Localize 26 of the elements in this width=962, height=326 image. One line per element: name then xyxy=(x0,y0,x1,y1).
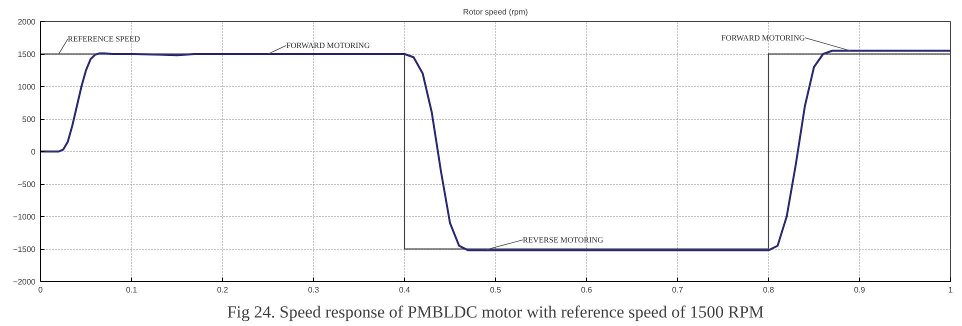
x-tick-label: 0.2 xyxy=(216,286,229,294)
x-tick-label: 0 xyxy=(38,286,44,294)
y-tick-label: 500 xyxy=(22,115,36,124)
y-tick-label: −500 xyxy=(17,180,36,189)
annotation: FORWARD MOTORING xyxy=(721,33,806,42)
y-tick-label: 0 xyxy=(31,148,36,156)
y-tick-label: 1000 xyxy=(18,82,36,92)
x-tick-label: 0.6 xyxy=(580,286,593,294)
x-tick-label: 1 xyxy=(948,286,954,294)
y-tick-label: −1000 xyxy=(13,212,36,222)
x-tick-label: 0.5 xyxy=(490,286,502,294)
y-tick-label: 1500 xyxy=(18,50,36,59)
x-tick-label: 0.4 xyxy=(398,286,411,294)
annotation: FORWARD MOTORING xyxy=(286,41,370,50)
y-tick-label: 2000 xyxy=(18,18,36,26)
annotation: REVERSE MOTORING xyxy=(522,235,604,244)
x-tick-label: 0.8 xyxy=(762,286,775,294)
x-tick-label: 0.1 xyxy=(126,286,138,294)
x-tick-label: 0.9 xyxy=(854,286,866,294)
caption: Fig 24. Speed response of PMBLDC motor with reference speed of 1500 RPM xyxy=(227,302,764,322)
x-tick-label: 0.7 xyxy=(672,286,684,294)
chart-title: Rotor speed (rpm) xyxy=(463,8,528,16)
x-tick-label: 0.3 xyxy=(308,286,320,294)
y-tick-label: −2000 xyxy=(13,278,36,286)
annotation: REFERENCE SPEED xyxy=(68,34,140,44)
y-tick-label: −1500 xyxy=(13,245,36,254)
